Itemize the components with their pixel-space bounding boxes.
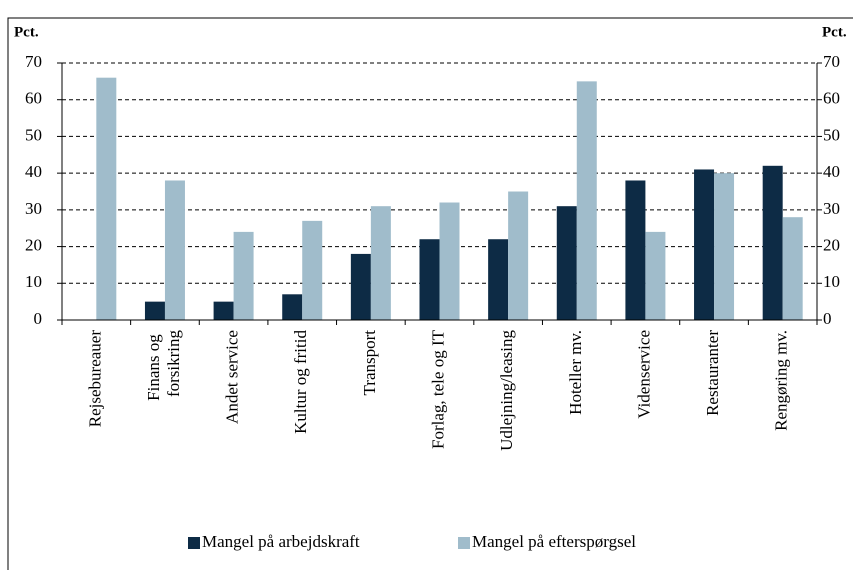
y-tick-label: 10 <box>25 272 42 291</box>
legend-swatch <box>188 537 200 549</box>
y-tick-label: 30 <box>25 199 42 218</box>
legend-label: Mangel på arbejdskraft <box>202 532 360 551</box>
y2-tick-label: 60 <box>823 89 840 108</box>
legend-swatch <box>458 537 470 549</box>
x-tick-label: Finans og forsikring <box>144 330 183 401</box>
legend-label: Mangel på efterspørgsel <box>472 532 636 551</box>
bar <box>488 239 509 320</box>
bar <box>762 165 783 320</box>
bar <box>302 220 323 320</box>
bar <box>233 231 254 320</box>
x-tick-label: Andet service <box>222 330 241 424</box>
frame <box>7 17 853 570</box>
y-tick-label: 0 <box>34 309 43 328</box>
y2-axis-label: Pct. <box>822 24 847 40</box>
bar <box>419 239 440 320</box>
bar <box>350 253 371 320</box>
y2-tick-label: 50 <box>823 125 840 144</box>
y2-tick-label: 40 <box>823 162 840 181</box>
x-tick-label: Rengøring mv. <box>772 330 791 431</box>
bar <box>370 206 391 320</box>
bar <box>556 206 577 320</box>
bar <box>714 173 735 320</box>
bar <box>625 180 646 320</box>
x-tick-label: Restauranter <box>703 330 722 416</box>
bar <box>213 301 234 320</box>
x-tick-label: Videnservice <box>634 330 653 419</box>
x-tick-label: Hoteller mv. <box>566 330 585 415</box>
bar <box>282 294 303 320</box>
x-tick-label: Forlag, tele og IT <box>428 329 447 449</box>
y2-tick-label: 70 <box>823 52 840 71</box>
y-tick-label: 20 <box>25 235 42 254</box>
bar <box>576 81 597 320</box>
bar <box>164 180 185 320</box>
y2-tick-label: 10 <box>823 272 840 291</box>
bar <box>96 77 117 320</box>
bar <box>508 191 529 320</box>
bar <box>782 217 803 320</box>
y-tick-label: 70 <box>25 52 42 71</box>
y-tick-label: 40 <box>25 162 42 181</box>
x-tick-label: Kultur og fritid <box>291 330 310 434</box>
bar <box>439 202 460 320</box>
bar <box>694 169 715 320</box>
x-tick-label: Transport <box>360 330 379 396</box>
x-tick-label: Rejsebureauer <box>85 330 104 428</box>
x-tick-label: Udlejning/leasing <box>497 330 516 451</box>
y-tick-label: 60 <box>25 89 42 108</box>
y2-tick-label: 20 <box>823 235 840 254</box>
y2-tick-label: 30 <box>823 199 840 218</box>
y2-tick-label: 0 <box>823 309 832 328</box>
y-axis-label: Pct. <box>14 24 39 40</box>
bar <box>645 231 666 320</box>
y-tick-label: 50 <box>25 125 42 144</box>
bar <box>144 301 165 320</box>
